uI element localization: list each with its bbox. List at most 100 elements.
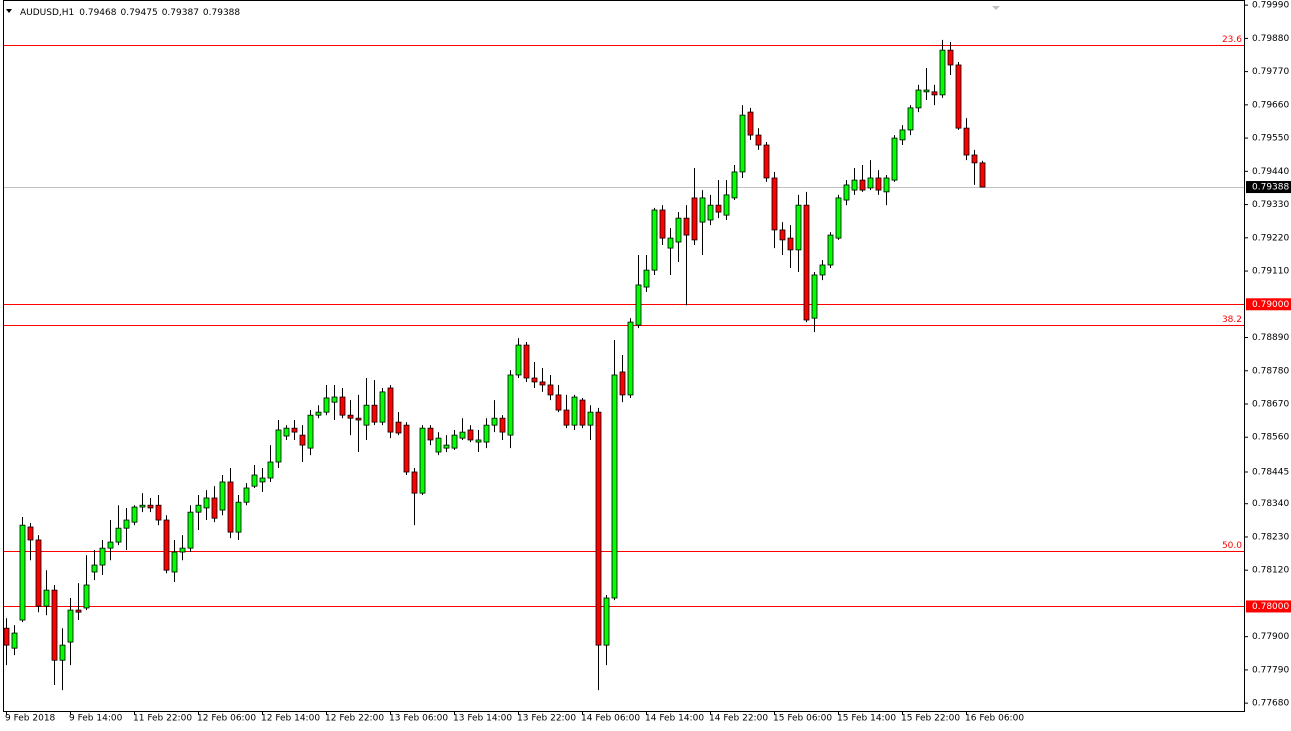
candle-body — [875, 177, 882, 191]
price-level-label: 0.79000 — [1252, 300, 1289, 310]
price-level-box — [1246, 298, 1291, 311]
x-tick-label: 12 Feb 14:00 — [261, 714, 320, 724]
candle-body — [403, 424, 410, 473]
current-price-label: 0.79388 — [1252, 183, 1289, 193]
candle-body — [27, 526, 34, 541]
candle-body — [267, 461, 274, 479]
x-tick-label: 15 Feb 06:00 — [773, 714, 832, 724]
candle-body — [43, 589, 50, 607]
candle-body — [371, 404, 378, 423]
candle-body — [387, 387, 394, 433]
candle-body — [771, 177, 778, 231]
candle-body — [515, 344, 522, 376]
candle-body — [19, 524, 26, 621]
candle-body — [843, 184, 850, 201]
candle-body — [747, 111, 754, 136]
y-tick-label: 0.78890 — [1252, 333, 1289, 343]
x-tick-label: 14 Feb 14:00 — [645, 714, 704, 724]
x-tick-label: 15 Feb 22:00 — [901, 714, 960, 724]
candle-body — [211, 497, 218, 519]
candle-body — [155, 504, 162, 521]
candle-body — [851, 179, 858, 191]
candle-body — [139, 504, 146, 508]
y-tick-label: 0.78445 — [1252, 467, 1289, 477]
candle-body — [75, 609, 82, 613]
candle-body — [67, 609, 74, 643]
plot-frame — [3, 0, 1245, 712]
x-tick-label: 15 Feb 14:00 — [837, 714, 896, 724]
candle-body — [619, 371, 626, 396]
candle-body — [451, 434, 458, 449]
candle-body — [107, 541, 114, 549]
x-tick-label: 13 Feb 14:00 — [453, 714, 512, 724]
candle-body — [115, 527, 122, 543]
candle-body — [283, 427, 290, 437]
x-tick-label: 14 Feb 22:00 — [709, 714, 768, 724]
symbol-menu-arrow — [6, 9, 12, 13]
candle-body — [123, 519, 130, 529]
candle-body — [915, 89, 922, 109]
x-tick-label: 12 Feb 06:00 — [197, 714, 256, 724]
candle-body — [603, 597, 610, 646]
candle-body — [323, 397, 330, 413]
candle-body — [3, 627, 10, 646]
candle-body — [755, 134, 762, 146]
candle-body — [363, 404, 370, 426]
fib-level-label: 38.2 — [1222, 315, 1242, 325]
candle-body — [163, 519, 170, 571]
y-tick-label: 0.78780 — [1252, 366, 1289, 376]
candle-body — [611, 374, 618, 599]
candle-body — [91, 564, 98, 573]
candle-body — [955, 64, 962, 129]
x-tick-label: 12 Feb 22:00 — [325, 714, 384, 724]
y-tick-label: 0.79660 — [1252, 100, 1289, 110]
chart-shift-marker — [992, 6, 1000, 10]
candle-body — [523, 344, 530, 379]
y-tick-label: 0.78120 — [1252, 566, 1289, 576]
candle-body — [435, 437, 442, 453]
candle-body — [691, 197, 698, 241]
candle-body — [331, 396, 338, 403]
candle-body — [131, 506, 138, 523]
candle-body — [315, 411, 322, 416]
candle-body — [923, 89, 930, 93]
header-open: 0.79468 — [79, 8, 116, 18]
candle-body — [219, 481, 226, 511]
candle-body — [419, 427, 426, 494]
candle-body — [547, 384, 554, 396]
y-tick-label: 0.79550 — [1252, 134, 1289, 144]
candle-body — [579, 399, 586, 426]
candle-body — [291, 427, 298, 433]
candle-body — [395, 421, 402, 434]
x-tick-label: 9 Feb 14:00 — [69, 714, 123, 724]
candle-body — [483, 424, 490, 443]
y-tick-label: 0.78340 — [1252, 499, 1289, 509]
candle-body — [899, 129, 906, 141]
y-tick-label: 0.78670 — [1252, 399, 1289, 409]
candle-body — [947, 49, 954, 66]
candle-body — [475, 439, 482, 443]
candle-body — [835, 197, 842, 239]
candle-body — [147, 504, 154, 509]
candle-body — [731, 171, 738, 199]
y-tick-label: 0.79990 — [1252, 1, 1289, 11]
candle-body — [443, 444, 450, 449]
candle-body — [643, 269, 650, 288]
candle-body — [195, 504, 202, 513]
candle-body — [275, 429, 282, 463]
x-tick-label: 9 Feb 2018 — [5, 714, 56, 724]
candle-body — [907, 107, 914, 131]
candle-body — [707, 204, 714, 221]
candle-body — [411, 471, 418, 494]
candle-body — [819, 264, 826, 276]
y-tick-label: 0.77900 — [1252, 632, 1289, 642]
candle-body — [203, 497, 210, 509]
candle-body — [627, 321, 634, 396]
candle-body — [963, 127, 970, 156]
candle-body — [683, 217, 690, 236]
candle-body — [787, 237, 794, 251]
candle-body — [251, 474, 258, 487]
candle-body — [179, 547, 186, 553]
y-tick-label: 0.78560 — [1252, 433, 1289, 443]
